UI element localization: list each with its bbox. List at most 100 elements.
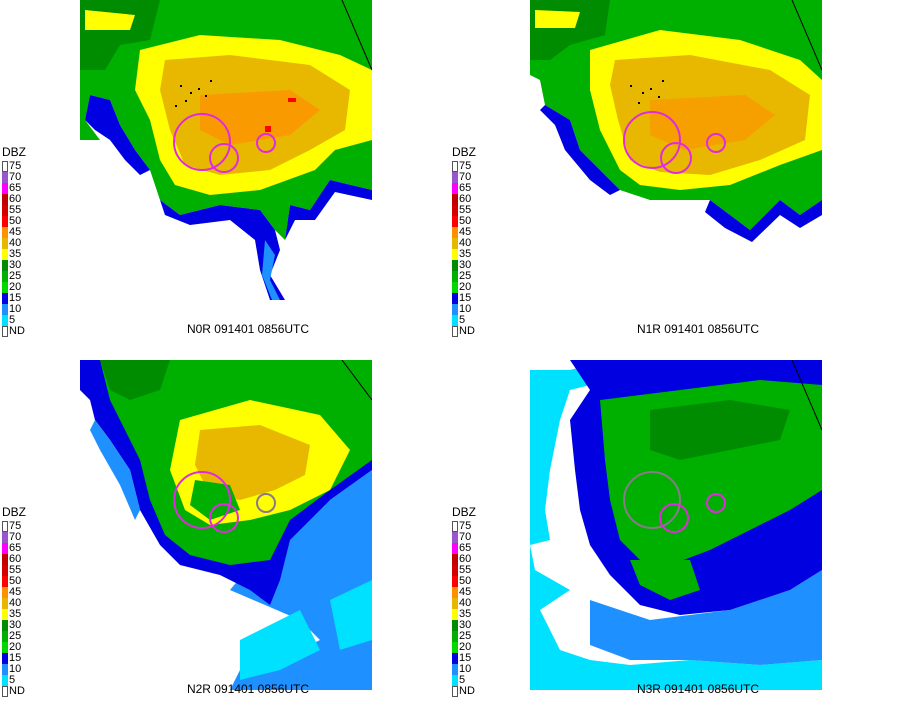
- legend-swatch: [2, 315, 8, 326]
- legend-label: 40: [459, 237, 472, 249]
- legend-swatch: [452, 664, 458, 675]
- legend-swatch: [452, 304, 458, 315]
- legend-entry: 55: [452, 564, 492, 576]
- legend-entry: 40: [2, 597, 42, 609]
- legend-entry: 5: [2, 674, 42, 686]
- legend-label: 20: [459, 281, 472, 293]
- legend-label: 40: [459, 597, 472, 609]
- legend-label: 65: [459, 542, 472, 554]
- legend-swatch: [2, 598, 8, 609]
- legend-entry: 55: [2, 204, 42, 216]
- legend-swatch: [452, 543, 458, 554]
- legend-label: 45: [9, 586, 22, 598]
- legend-swatch: [2, 532, 8, 543]
- legend-entry: 35: [452, 608, 492, 620]
- legend-entry: 70: [2, 531, 42, 543]
- legend-swatch: [2, 521, 8, 532]
- legend-swatch: [2, 664, 8, 675]
- legend-swatch: [452, 172, 458, 183]
- legend-swatch: [2, 282, 8, 293]
- legend-label: 55: [459, 204, 472, 216]
- legend-label: 10: [9, 663, 22, 675]
- legend-entry: 45: [2, 586, 42, 598]
- legend-label: 55: [9, 564, 22, 576]
- legend-label: 30: [9, 619, 22, 631]
- legend-entry: 15: [2, 292, 42, 304]
- legend-swatch: [2, 587, 8, 598]
- legend-swatch: [2, 642, 8, 653]
- legend-entry: 60: [2, 193, 42, 205]
- radar-panel-n2r: DBZ 75 70 65 60 55 50 45 40 35 30 25 20 15 10 5 ND N2R …: [0, 360, 450, 720]
- legend-entry: ND: [452, 685, 492, 697]
- legend-swatch: [452, 631, 458, 642]
- legend-swatch: [2, 554, 8, 565]
- legend-entry: 65: [2, 182, 42, 194]
- legend-entry: 30: [2, 259, 42, 271]
- legend-entry: 40: [452, 597, 492, 609]
- legend-swatch: [2, 194, 8, 205]
- legend-swatch: [452, 686, 458, 697]
- legend-swatch: [452, 216, 458, 227]
- legend-label: 60: [459, 553, 472, 565]
- radar-panel-n3r: DBZ 75 70 65 60 55 50 45 40 35 30 25 20 15 10 5 ND N3R …: [450, 360, 900, 720]
- legend-swatch: [2, 271, 8, 282]
- legend-label: 70: [459, 531, 472, 543]
- legend-entry: 45: [452, 586, 492, 598]
- legend-swatch: [2, 686, 8, 697]
- legend-swatch: [2, 543, 8, 554]
- panel-caption: N3R 091401 0856UTC: [636, 682, 760, 696]
- legend-label: 45: [459, 586, 472, 598]
- legend-label: 15: [9, 652, 22, 664]
- legend-entry: 70: [2, 171, 42, 183]
- legend-swatch: [2, 565, 8, 576]
- legend-swatch: [2, 238, 8, 249]
- legend-label: 25: [9, 270, 22, 282]
- legend-label: 10: [459, 303, 472, 315]
- legend-entry: 15: [2, 652, 42, 664]
- legend-entry: 65: [2, 542, 42, 554]
- panel-caption: N1R 091401 0856UTC: [636, 322, 760, 336]
- legend-swatch: [452, 653, 458, 664]
- legend-swatch: [2, 304, 8, 315]
- panel-caption: N2R 091401 0856UTC: [186, 682, 310, 696]
- legend-swatch: [452, 532, 458, 543]
- legend-swatch: [2, 260, 8, 271]
- legend-label: 35: [9, 608, 22, 620]
- legend-swatch: [2, 183, 8, 194]
- legend-swatch: [452, 227, 458, 238]
- legend-entry: 50: [2, 575, 42, 587]
- reflectivity-map-n1r: [530, 0, 822, 300]
- legend-entry: 25: [452, 630, 492, 642]
- legend-swatch: [452, 183, 458, 194]
- legend-entry: 5: [452, 674, 492, 686]
- legend-entry: 10: [452, 663, 492, 675]
- legend-swatch: [452, 315, 458, 326]
- legend-entry: 20: [2, 641, 42, 653]
- legend-swatch: [452, 194, 458, 205]
- legend-entry: 10: [2, 303, 42, 315]
- legend-entry: 40: [2, 237, 42, 249]
- legend-entry: ND: [452, 325, 492, 337]
- legend-swatch: [452, 293, 458, 304]
- legend-label: 20: [9, 641, 22, 653]
- legend-entry: 10: [452, 303, 492, 315]
- legend-swatch: [452, 598, 458, 609]
- legend-label: 15: [459, 652, 472, 664]
- legend-entry: 35: [452, 248, 492, 260]
- legend-entry: 15: [452, 652, 492, 664]
- legend-entry: 60: [452, 193, 492, 205]
- legend-entry: 25: [2, 270, 42, 282]
- legend-entry: 40: [452, 237, 492, 249]
- legend-label: 5: [9, 674, 16, 686]
- legend-swatch: [452, 642, 458, 653]
- reflectivity-map-n3r: [530, 360, 822, 690]
- legend-entry: 25: [452, 270, 492, 282]
- legend-label: 15: [9, 292, 22, 304]
- legend-entry: 55: [452, 204, 492, 216]
- legend-entry: 20: [452, 641, 492, 653]
- legend-label: 25: [459, 270, 472, 282]
- legend-label: ND: [459, 325, 475, 337]
- legend-title: DBZ: [2, 505, 26, 519]
- legend-swatch: [2, 172, 8, 183]
- legend-label: ND: [459, 685, 475, 697]
